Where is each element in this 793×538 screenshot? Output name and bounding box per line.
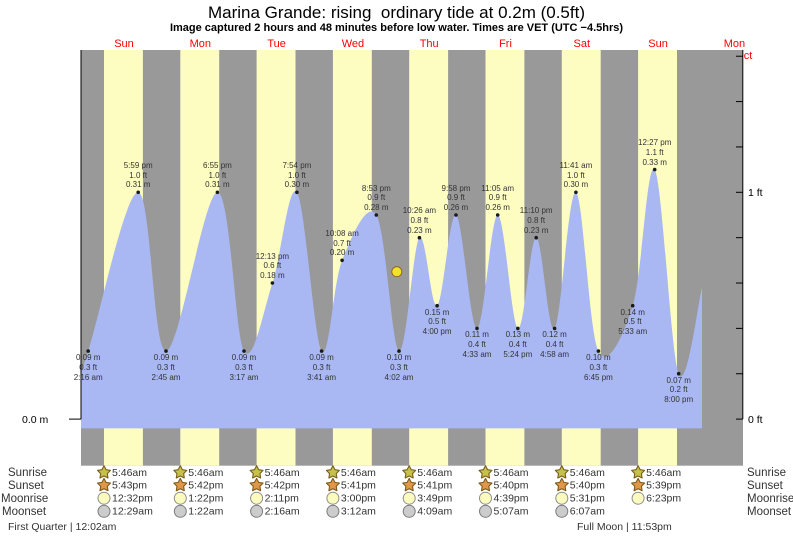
svg-text:1:22pm: 1:22pm: [188, 493, 223, 505]
svg-text:0 ft: 0 ft: [748, 414, 763, 426]
svg-text:5:46am: 5:46am: [265, 467, 300, 479]
svg-text:Sunrise: Sunrise: [8, 467, 47, 479]
svg-text:6:23pm: 6:23pm: [646, 493, 681, 505]
svg-text:5:07am: 5:07am: [494, 506, 529, 518]
svg-text:Full Moon | 11:53pm: Full Moon | 11:53pm: [577, 521, 672, 533]
svg-text:5:41pm: 5:41pm: [417, 480, 452, 492]
svg-text:5:46am: 5:46am: [494, 467, 529, 479]
svg-text:5:46am: 5:46am: [112, 467, 147, 479]
svg-text:Moonrise: Moonrise: [747, 493, 793, 505]
svg-text:4:39pm: 4:39pm: [494, 493, 529, 505]
svg-text:First Quarter | 12:02am: First Quarter | 12:02am: [8, 521, 117, 533]
svg-text:5:31pm: 5:31pm: [570, 493, 605, 505]
svg-text:5:46am: 5:46am: [417, 467, 452, 479]
svg-text:3:00pm: 3:00pm: [341, 493, 376, 505]
svg-text:Sunset: Sunset: [8, 480, 45, 492]
svg-text:2:16am: 2:16am: [265, 506, 300, 518]
svg-text:5:46am: 5:46am: [188, 467, 223, 479]
svg-text:Moonset: Moonset: [747, 506, 792, 518]
svg-text:12:32pm: 12:32pm: [112, 493, 153, 505]
svg-text:5:46am: 5:46am: [341, 467, 376, 479]
svg-text:Moonrise: Moonrise: [1, 493, 48, 505]
svg-text:5:46am: 5:46am: [570, 467, 605, 479]
svg-text:3:49pm: 3:49pm: [417, 493, 452, 505]
svg-text:Moonset: Moonset: [2, 506, 47, 518]
svg-text:12:29am: 12:29am: [112, 506, 153, 518]
svg-text:4:09am: 4:09am: [417, 506, 452, 518]
svg-text:5:43pm: 5:43pm: [112, 480, 147, 492]
svg-text:5:46am: 5:46am: [646, 467, 681, 479]
svg-text:Sunset: Sunset: [747, 480, 784, 492]
svg-text:Sunrise: Sunrise: [747, 467, 786, 479]
svg-text:6:07am: 6:07am: [570, 506, 605, 518]
svg-text:1:22am: 1:22am: [188, 506, 223, 518]
svg-text:1 ft: 1 ft: [748, 187, 763, 199]
svg-text:5:40pm: 5:40pm: [570, 480, 605, 492]
svg-text:3:12am: 3:12am: [341, 506, 376, 518]
svg-text:5:42pm: 5:42pm: [265, 480, 300, 492]
svg-text:5:42pm: 5:42pm: [188, 480, 223, 492]
svg-text:2:11pm: 2:11pm: [265, 493, 299, 505]
svg-text:5:41pm: 5:41pm: [341, 480, 376, 492]
svg-text:5:39pm: 5:39pm: [646, 480, 681, 492]
svg-text:0.0 m: 0.0 m: [22, 414, 49, 426]
svg-text:5:40pm: 5:40pm: [494, 480, 529, 492]
